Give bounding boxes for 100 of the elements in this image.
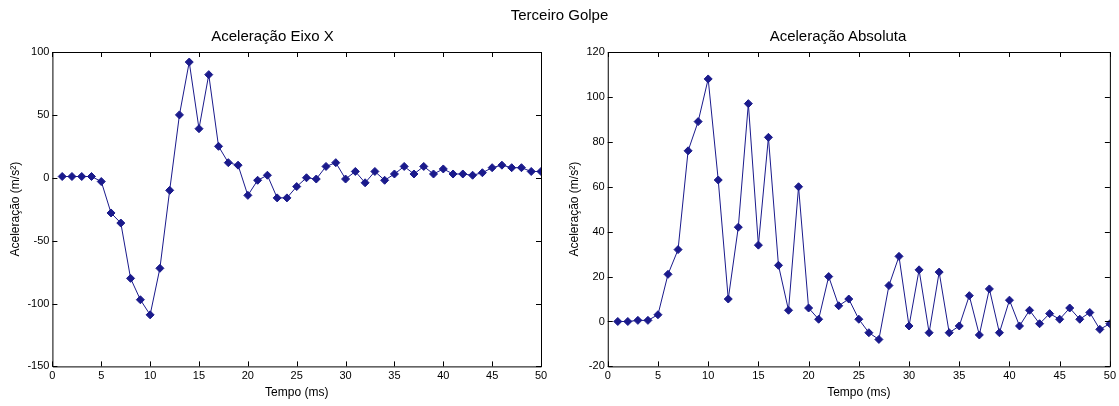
point (954, 321, 964, 331)
point (623, 316, 633, 326)
point (613, 316, 623, 326)
x-tick-label: 40 (437, 369, 450, 382)
point (399, 161, 409, 171)
y-tick-label: 40 (592, 224, 605, 237)
chart-title: Aceleração Absoluta (769, 27, 908, 45)
x-tick-label: 45 (1053, 369, 1066, 382)
point (96, 177, 106, 187)
point (1025, 305, 1035, 315)
y-tick-label: 0 (43, 170, 50, 183)
point (904, 321, 914, 331)
y-tick-label: 80 (592, 134, 605, 147)
point (341, 174, 351, 184)
x-tick-label: 5 (654, 369, 662, 382)
point (272, 193, 282, 203)
point (763, 132, 773, 142)
x-tick-label: 40 (1003, 369, 1016, 382)
point (1075, 314, 1085, 324)
x-tick-label: 15 (752, 369, 765, 382)
point (253, 175, 263, 185)
point (165, 185, 175, 195)
point (1095, 324, 1105, 334)
point (243, 190, 253, 200)
point (204, 70, 214, 80)
point (223, 158, 233, 168)
point (934, 267, 944, 277)
point (321, 161, 331, 171)
point (360, 178, 370, 188)
point (794, 182, 804, 192)
point (419, 161, 429, 171)
point (126, 273, 136, 283)
point (106, 208, 116, 218)
y-tick-label: 20 (592, 269, 605, 282)
x-tick-label: 50 (1103, 369, 1117, 382)
point (77, 172, 87, 181)
y-tick-label: -50 (33, 233, 50, 246)
point (57, 172, 67, 181)
point (733, 222, 743, 232)
x-tick-label: 35 (388, 369, 401, 382)
point (874, 334, 884, 344)
point (693, 117, 703, 127)
x-tick-label: 10 (702, 369, 715, 382)
point (713, 175, 723, 185)
x-tick-label: 20 (802, 369, 815, 382)
point (135, 295, 145, 305)
x-tick-label: 15 (192, 369, 206, 382)
point (389, 169, 399, 179)
y-tick-label: 100 (586, 89, 605, 102)
x-axis-title: Tempo (ms) (827, 385, 891, 400)
point (824, 272, 834, 282)
point (194, 124, 204, 134)
point (116, 218, 126, 228)
point (743, 99, 753, 109)
point (964, 291, 974, 301)
point (507, 163, 517, 173)
y-tick-label: 60 (592, 179, 605, 192)
point (1035, 319, 1045, 329)
x-tick-label: 25 (290, 369, 303, 382)
point (723, 294, 733, 304)
x-tick-label: 25 (852, 369, 865, 382)
point (214, 141, 224, 151)
point (773, 260, 783, 270)
text: Terceiro Golpe (510, 6, 609, 23)
point (1055, 314, 1065, 324)
point (1085, 308, 1095, 317)
point (1004, 295, 1014, 305)
point (814, 314, 824, 324)
x-tick-label: 35 (953, 369, 966, 382)
point (864, 328, 874, 338)
point (924, 328, 934, 338)
x-tick-label: 20 (241, 369, 254, 382)
point (262, 170, 272, 180)
point (311, 174, 321, 184)
point (380, 175, 390, 185)
x-tick-label: 30 (339, 369, 352, 382)
y-tick-label: -20 (588, 359, 605, 372)
point (174, 110, 184, 120)
y-tick-label: 100 (31, 45, 50, 58)
point (663, 269, 673, 279)
chart-title: Aceleração Eixo X (211, 27, 334, 45)
point (468, 170, 478, 180)
point (703, 74, 713, 84)
y-tick-label: -100 (27, 296, 50, 309)
y-tick-label: 120 (586, 45, 605, 58)
point (653, 310, 663, 320)
point (67, 172, 77, 181)
point (633, 315, 643, 325)
y-tick-label: -150 (27, 359, 50, 372)
point (914, 265, 924, 275)
y-axis-title: Aceleração (m/s²) (566, 161, 581, 257)
point (1015, 321, 1024, 331)
point (233, 160, 243, 170)
x-tick-label: 45 (486, 369, 499, 382)
point (487, 163, 497, 173)
point (184, 57, 194, 67)
point (370, 166, 380, 176)
point (884, 281, 894, 291)
point (87, 172, 96, 181)
point (1065, 303, 1075, 313)
